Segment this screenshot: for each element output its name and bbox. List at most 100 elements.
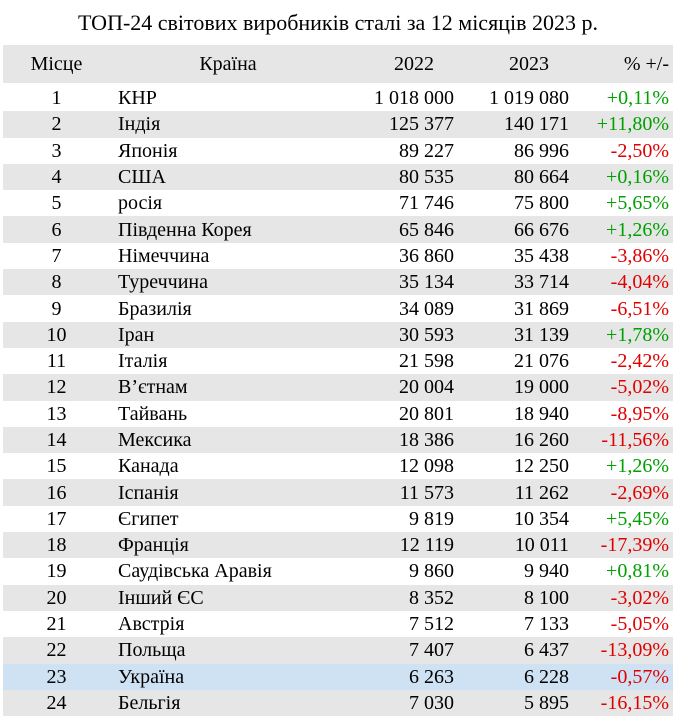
cell-country: Україна (110, 663, 346, 690)
cell-country: Польща (110, 637, 346, 664)
cell-2022: 9 860 (346, 558, 456, 585)
cell-country: Японія (110, 137, 346, 164)
cell-2022: 20 004 (346, 374, 456, 401)
cell-country: Канада (110, 453, 346, 480)
cell-country: США (110, 163, 346, 191)
cell-change: -5,02% (571, 374, 673, 401)
cell-2022: 36 860 (346, 242, 456, 270)
cell-country: Бельгія (110, 689, 346, 717)
table-row: 23 Україна 6 263 6 228 -0,57% (3, 663, 673, 690)
cell-country: Туреччина (110, 269, 346, 296)
table-row: 8 Туреччина 35 134 33 714 -4,04% (3, 269, 673, 296)
cell-2023: 31 139 (456, 321, 571, 348)
cell-rank: 7 (3, 242, 110, 270)
cell-change: +5,65% (571, 190, 673, 217)
cell-rank: 5 (3, 190, 110, 217)
cell-change: -13,09% (571, 637, 673, 664)
cell-change: +1,78% (571, 321, 673, 348)
cell-change: -2,69% (571, 479, 673, 506)
table-row: 18 Франція 12 119 10 011 -17,39% (3, 532, 673, 559)
cell-change: -5,05% (571, 610, 673, 638)
cell-2022: 7 030 (346, 689, 456, 717)
cell-rank: 3 (3, 137, 110, 164)
cell-2022: 21 598 (346, 347, 456, 375)
cell-2022: 1 018 000 (346, 84, 456, 112)
cell-rank: 8 (3, 269, 110, 296)
cell-change: +5,45% (571, 505, 673, 533)
cell-country: Франція (110, 532, 346, 559)
cell-2022: 7 407 (346, 637, 456, 664)
cell-2023: 6 437 (456, 637, 571, 664)
table-row: 10 Іран 30 593 31 139 +1,78% (3, 321, 673, 348)
cell-rank: 21 (3, 610, 110, 638)
cell-country: Єгипет (110, 505, 346, 533)
cell-rank: 24 (3, 689, 110, 717)
cell-country: Інший ЄС (110, 584, 346, 611)
cell-rank: 16 (3, 479, 110, 506)
table-row: 11 Італія 21 598 21 076 -2,42% (3, 347, 673, 375)
cell-change: -17,39% (571, 532, 673, 559)
cell-2023: 33 714 (456, 269, 571, 296)
table-row: 20 Інший ЄС 8 352 8 100 -3,02% (3, 584, 673, 611)
cell-rank: 2 (3, 111, 110, 138)
cell-change: +1,26% (571, 453, 673, 480)
cell-country: росія (110, 190, 346, 217)
cell-country: В’єтнам (110, 374, 346, 401)
cell-rank: 15 (3, 453, 110, 480)
cell-rank: 23 (3, 663, 110, 690)
cell-2023: 18 940 (456, 400, 571, 427)
table-row: 15 Канада 12 098 12 250 +1,26% (3, 453, 673, 480)
cell-2022: 12 119 (346, 532, 456, 559)
cell-2023: 12 250 (456, 453, 571, 480)
cell-rank: 12 (3, 374, 110, 401)
cell-change: -11,56% (571, 426, 673, 454)
cell-country: Саудівська Аравія (110, 558, 346, 585)
cell-rank: 18 (3, 532, 110, 559)
cell-rank: 14 (3, 426, 110, 454)
cell-2023: 10 011 (456, 532, 571, 559)
cell-country: Тайвань (110, 400, 346, 427)
table-row: 13 Тайвань 20 801 18 940 -8,95% (3, 400, 673, 427)
cell-country: Австрія (110, 610, 346, 638)
table-row: 3 Японія 89 227 86 996 -2,50% (3, 137, 673, 164)
table-row: 12 В’єтнам 20 004 19 000 -5,02% (3, 374, 673, 401)
table-row: 14 Мексика 18 386 16 260 -11,56% (3, 426, 673, 454)
header-rank: Місце (3, 45, 110, 85)
cell-country: Бразилія (110, 295, 346, 322)
cell-country: Італія (110, 347, 346, 375)
cell-2023: 9 940 (456, 558, 571, 585)
cell-country: КНР (110, 84, 346, 112)
cell-country: Іран (110, 321, 346, 348)
table-body: 1 КНР 1 018 000 1 019 080 +0,11% 2 Індія 125 37… (3, 84, 673, 717)
cell-rank: 11 (3, 347, 110, 375)
cell-change: +1,26% (571, 216, 673, 243)
cell-change: -16,15% (571, 689, 673, 717)
cell-2023: 140 171 (456, 111, 571, 138)
cell-change: +11,80% (571, 111, 673, 138)
table-row: 19 Саудівська Аравія 9 860 9 940 +0,81% (3, 558, 673, 585)
cell-2022: 11 573 (346, 479, 456, 506)
cell-2023: 1 019 080 (456, 84, 571, 112)
cell-2023: 11 262 (456, 479, 571, 506)
table-row: 9 Бразилія 34 089 31 869 -6,51% (3, 295, 673, 322)
cell-2022: 65 846 (346, 216, 456, 243)
cell-2022: 35 134 (346, 269, 456, 296)
cell-2022: 6 263 (346, 663, 456, 690)
cell-2022: 34 089 (346, 295, 456, 322)
table-row: 17 Єгипет 9 819 10 354 +5,45% (3, 505, 673, 533)
cell-2022: 125 377 (346, 111, 456, 138)
cell-2022: 71 746 (346, 190, 456, 217)
cell-2023: 7 133 (456, 610, 571, 638)
cell-2023: 19 000 (456, 374, 571, 401)
cell-change: +0,81% (571, 558, 673, 585)
cell-rank: 10 (3, 321, 110, 348)
cell-2022: 12 098 (346, 453, 456, 480)
cell-change: -2,50% (571, 137, 673, 164)
cell-rank: 20 (3, 584, 110, 611)
cell-2023: 66 676 (456, 216, 571, 243)
table-row: 4 США 80 535 80 664 +0,16% (3, 163, 673, 191)
cell-2023: 75 800 (456, 190, 571, 217)
cell-2022: 20 801 (346, 400, 456, 427)
cell-country: Мексика (110, 426, 346, 454)
cell-2022: 8 352 (346, 584, 456, 611)
